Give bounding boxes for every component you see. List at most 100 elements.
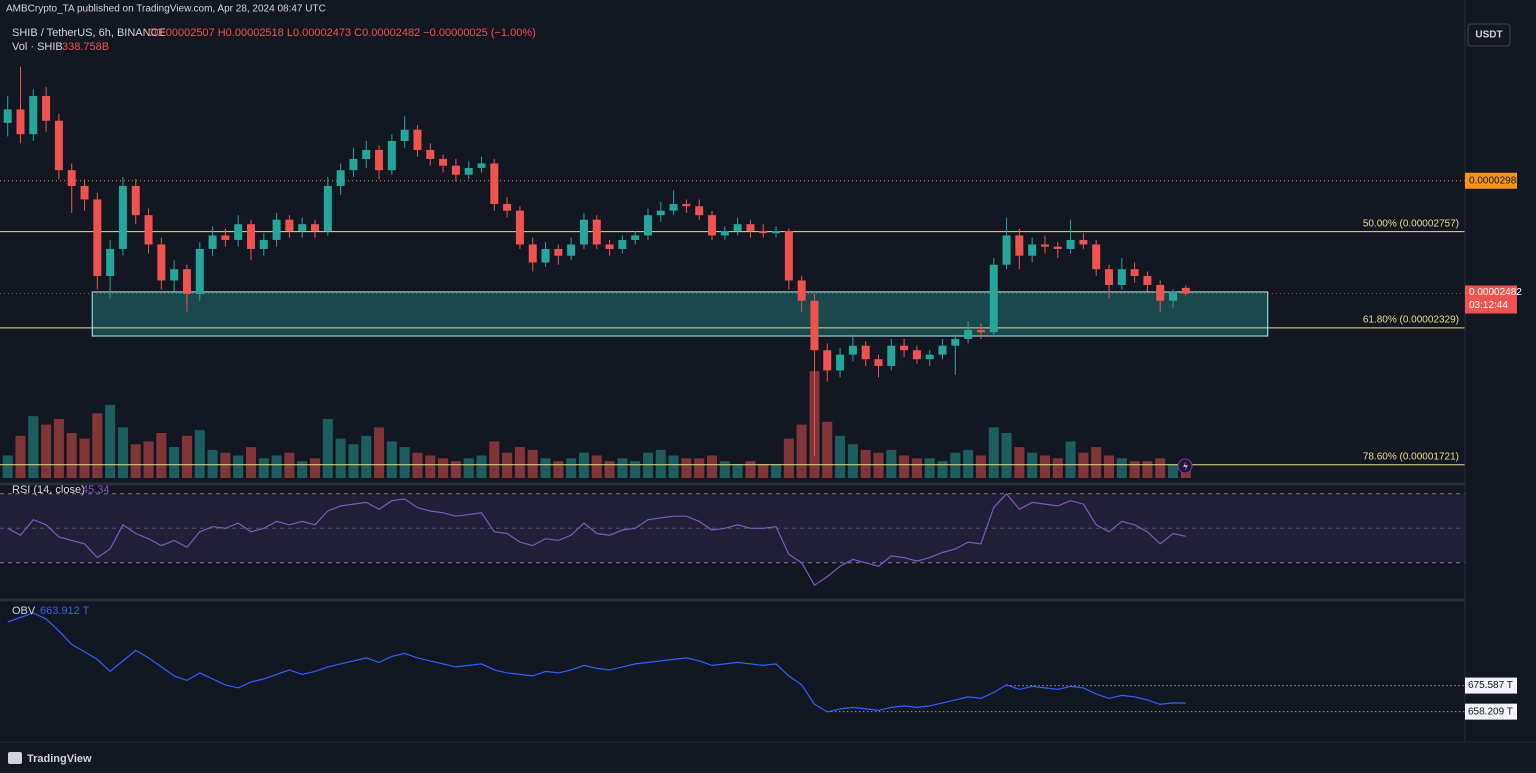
volume-bar <box>1052 458 1063 478</box>
volume-bar <box>514 447 525 478</box>
currency[interactable]: USDT <box>1475 30 1502 41</box>
candle-body <box>554 248 563 256</box>
volume-bar <box>207 449 218 478</box>
volume-bar <box>220 452 231 478</box>
volume-bar <box>886 449 897 478</box>
volume-bar <box>450 461 461 478</box>
candle-body <box>1092 244 1101 270</box>
volume-bar <box>463 458 474 478</box>
candle-body <box>1015 235 1024 256</box>
candle-body <box>464 167 473 175</box>
candle-body <box>477 163 486 168</box>
candle-body <box>451 165 460 175</box>
volume-bar <box>1027 452 1038 478</box>
currency-box[interactable] <box>1467 23 1511 47</box>
volume-bar <box>796 424 807 478</box>
candle-body <box>848 345 857 355</box>
candle-body <box>887 345 896 366</box>
volume-bar <box>963 449 974 478</box>
volume-bar <box>1091 447 1102 478</box>
candle-body <box>695 206 704 216</box>
volume-bar <box>988 427 999 478</box>
candle-body <box>375 149 384 171</box>
obv-level-label: 658.209 T <box>1468 706 1513 717</box>
volume-bar <box>361 435 372 478</box>
volume-bar <box>591 455 602 478</box>
indicator-line <box>7 612 1186 713</box>
candle-body <box>54 120 63 171</box>
volume-bar <box>975 455 986 478</box>
candle-body <box>195 248 204 294</box>
volume-bar <box>143 441 154 478</box>
ohlc: O0.00002507 H0.00002518 L0.00002473 C0.0… <box>148 27 536 39</box>
candle-body <box>1117 269 1126 285</box>
volume-bar <box>630 461 641 478</box>
candle-body <box>1053 246 1062 249</box>
candle-body <box>643 215 652 236</box>
volume-bar <box>540 458 551 478</box>
volume-bar <box>194 430 205 478</box>
volume-bar <box>1001 433 1012 478</box>
candle-body <box>413 129 422 150</box>
rsi-title: RSI (14, close) <box>12 484 85 496</box>
volume-bar <box>399 447 410 478</box>
candle-body <box>93 199 102 276</box>
volume-bar <box>771 463 782 478</box>
candle-body <box>1028 244 1037 256</box>
candle-body <box>1169 291 1178 301</box>
obv-level-box <box>1465 703 1517 720</box>
volume-bar <box>2 455 13 478</box>
candle-body <box>182 269 191 294</box>
volume-bar <box>130 444 141 478</box>
volume-bar <box>1014 447 1025 478</box>
volume-bar <box>335 438 346 478</box>
volume-bar <box>655 449 666 478</box>
candle-body <box>656 210 665 216</box>
event-icon-bolt <box>1183 461 1188 471</box>
candle-body <box>746 224 755 231</box>
candle-body <box>1040 244 1049 247</box>
volume-bar <box>1129 461 1140 478</box>
volume-bar <box>15 435 26 478</box>
volume-bar <box>873 452 884 478</box>
candle-body <box>708 215 717 236</box>
candle-body <box>797 280 806 301</box>
zone <box>91 291 1269 337</box>
volume-bar <box>310 458 321 478</box>
obv-title: OBV <box>12 605 36 617</box>
volume-bar <box>258 458 269 478</box>
volume-bar <box>1142 461 1153 478</box>
candle-body <box>541 248 550 263</box>
candle-body <box>925 354 934 360</box>
candle-body <box>823 350 832 371</box>
candle-body <box>631 235 640 240</box>
volume-bar <box>438 458 449 478</box>
rsi-band <box>0 493 1465 563</box>
candle-body <box>3 109 12 123</box>
candle-body <box>144 215 153 245</box>
volume-bar <box>284 452 295 478</box>
volume-bar <box>502 452 513 478</box>
candle-body <box>118 185 127 249</box>
countdown: 03:12:44 <box>1469 300 1508 311</box>
volume-bar <box>566 458 577 478</box>
volume-bar <box>156 433 167 478</box>
volume-bar <box>758 463 769 478</box>
brand-logo <box>8 752 22 764</box>
candle-body <box>938 345 947 355</box>
candle-body <box>682 203 691 207</box>
candle-body <box>272 219 281 240</box>
volume-bar <box>117 427 128 478</box>
volume-bar <box>425 455 436 478</box>
candle-body <box>1156 284 1165 301</box>
candle-body <box>1130 269 1139 276</box>
candle-body <box>400 129 409 141</box>
candle-body <box>80 185 89 200</box>
volume-bar <box>899 455 910 478</box>
volume-bar <box>79 438 90 478</box>
level-axis-label: 0.00002983 <box>1469 175 1522 186</box>
candle-body <box>1104 269 1113 285</box>
candle-body <box>234 224 243 240</box>
